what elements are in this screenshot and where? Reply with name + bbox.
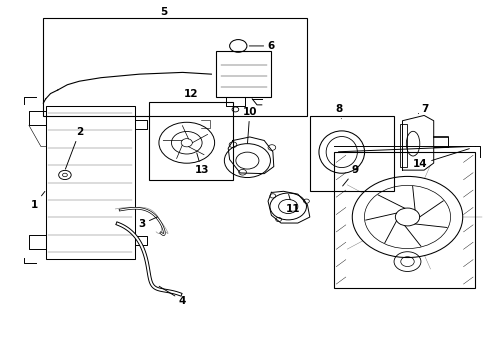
Text: 12: 12 — [184, 89, 198, 99]
Text: 9: 9 — [343, 165, 359, 186]
Text: 10: 10 — [243, 107, 257, 143]
Text: 13: 13 — [195, 153, 209, 175]
Text: 11: 11 — [286, 194, 300, 214]
Text: 3: 3 — [138, 217, 157, 229]
Text: 7: 7 — [418, 104, 429, 114]
Text: 6: 6 — [249, 41, 275, 51]
Text: 5: 5 — [160, 8, 167, 17]
Text: 1: 1 — [31, 192, 45, 210]
Text: 2: 2 — [66, 127, 83, 169]
Bar — [400, 124, 407, 167]
Bar — [46, 106, 135, 259]
Bar — [149, 102, 233, 180]
Bar — [43, 18, 307, 117]
Text: 4: 4 — [159, 286, 186, 306]
Text: 14: 14 — [413, 149, 469, 169]
Bar — [310, 117, 394, 190]
Bar — [216, 51, 271, 97]
Bar — [334, 152, 475, 288]
Text: 8: 8 — [335, 104, 342, 119]
